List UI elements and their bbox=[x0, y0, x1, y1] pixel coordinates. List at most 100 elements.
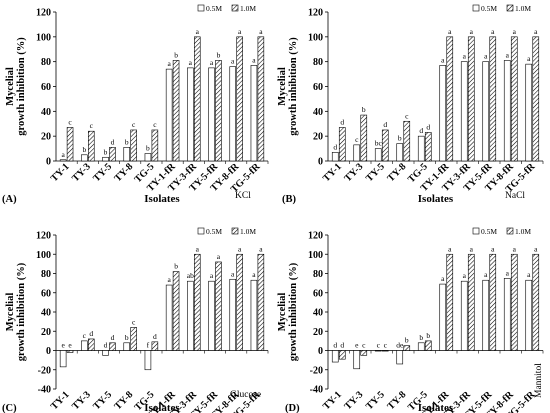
significance-letter: b bbox=[405, 336, 409, 345]
y-tick-label: 0 bbox=[318, 346, 323, 357]
condition-label: Mannitol bbox=[534, 363, 544, 398]
significance-letter: c bbox=[377, 341, 381, 350]
bar-0-5m bbox=[229, 278, 236, 351]
significance-letter: d bbox=[153, 332, 157, 341]
legend-swatch bbox=[197, 4, 205, 12]
significance-letter: de bbox=[396, 341, 404, 350]
significance-letter: a bbox=[217, 252, 221, 261]
bar-1-0m bbox=[172, 60, 180, 162]
significance-letter: c bbox=[405, 111, 409, 120]
bar-0-5m bbox=[59, 159, 67, 162]
significance-letter: a bbox=[441, 55, 445, 64]
legend-label: 0.5M bbox=[481, 227, 497, 236]
bar-1-0m bbox=[424, 132, 432, 162]
significance-letter: c bbox=[132, 120, 136, 129]
y-axis-title-line2: growth inhibition (%) bbox=[288, 262, 299, 361]
bar-0-5m bbox=[81, 340, 88, 351]
bar-1-0m bbox=[257, 253, 265, 351]
significance-letter: a bbox=[189, 58, 193, 67]
x-axis-title: Isolates bbox=[144, 193, 180, 205]
significance-letter: a bbox=[506, 50, 510, 59]
x-tick-label: TY-8 bbox=[386, 389, 409, 412]
y-tick-label: 40 bbox=[313, 107, 323, 118]
legend: 0.5M 1.0M bbox=[197, 227, 256, 236]
y-axis-title-line1: Mycelial bbox=[5, 67, 16, 106]
chart-panels: 020406080100120acTY-1bcTY-3bdTY-5bcTY-8b… bbox=[2, 4, 544, 413]
y-tick-label: 20 bbox=[313, 327, 323, 338]
significance-letter: a bbox=[61, 150, 65, 159]
bar-1-0m bbox=[151, 129, 159, 162]
y-tick-label: 40 bbox=[313, 308, 323, 319]
significance-letter: a bbox=[534, 27, 538, 36]
bar-0-5m bbox=[81, 154, 88, 162]
bar-0-5m bbox=[102, 350, 109, 356]
significance-letter: d bbox=[419, 126, 423, 135]
y-axis-title-line1: Mycelial bbox=[277, 67, 288, 106]
legend-swatch bbox=[506, 227, 514, 235]
x-tick-label: TY-3 bbox=[70, 389, 93, 412]
bar-0-5m bbox=[144, 350, 152, 371]
bar-1-0m bbox=[489, 36, 497, 162]
y-tick-label: 20 bbox=[313, 132, 323, 143]
y-axis-title-line1: Mycelial bbox=[277, 293, 288, 332]
bar-0-5m bbox=[417, 342, 425, 351]
bar-1-0m bbox=[338, 127, 346, 162]
bar-1-0m bbox=[381, 350, 389, 352]
y-tick-label: -40 bbox=[38, 385, 51, 396]
significance-letter: b bbox=[174, 262, 178, 271]
bar-1-0m bbox=[510, 36, 518, 162]
bar-1-0m bbox=[446, 253, 454, 351]
y-axis-title: Mycelialgrowth inhibition (%) bbox=[277, 262, 299, 361]
y-tick-label: 0 bbox=[46, 157, 51, 168]
bar-1-0m bbox=[194, 253, 201, 351]
significance-letter: a bbox=[252, 55, 256, 64]
bar-0-5m bbox=[396, 350, 404, 365]
bar-0-5m bbox=[229, 66, 236, 162]
legend-label: 0.5M bbox=[206, 227, 222, 236]
x-axis-title: Isolates bbox=[418, 193, 454, 205]
bar-0-5m bbox=[503, 278, 511, 351]
chart-panel-a: 020406080100120acTY-1bcTY-3bdTY-5bcTY-8b… bbox=[2, 4, 269, 205]
y-tick-label: 60 bbox=[41, 82, 51, 93]
y-tick-label: 60 bbox=[313, 82, 323, 93]
y-tick-label: 120 bbox=[36, 231, 51, 242]
significance-letter: ab bbox=[187, 271, 194, 280]
bar-0-5m bbox=[353, 144, 361, 162]
bar-0-5m bbox=[165, 284, 173, 351]
legend-label: 1.0M bbox=[240, 227, 256, 236]
x-tick-label: TY-8 bbox=[112, 161, 135, 184]
y-tick-label: 40 bbox=[41, 107, 51, 118]
x-tick-label: TY-5 bbox=[364, 389, 387, 412]
significance-letter: c bbox=[90, 121, 94, 130]
bar-0-5m bbox=[525, 279, 533, 351]
bar-0-5m bbox=[460, 61, 468, 162]
legend-swatch bbox=[231, 4, 239, 12]
y-tick-label: 40 bbox=[41, 308, 51, 319]
significance-letter: a bbox=[448, 27, 452, 36]
y-tick-label: 60 bbox=[313, 288, 323, 299]
x-tick-label: TY-3 bbox=[343, 389, 366, 412]
significance-letter: c bbox=[68, 117, 72, 126]
bar-0-5m bbox=[123, 147, 130, 162]
bar-1-0m bbox=[403, 345, 411, 351]
bar-1-0m bbox=[403, 120, 411, 162]
bar-0-5m bbox=[208, 280, 215, 351]
y-axis-title-line1: Mycelial bbox=[5, 293, 16, 332]
bar-1-0m bbox=[424, 340, 432, 351]
significance-letter: b bbox=[174, 50, 178, 59]
bar-0-5m bbox=[144, 153, 152, 162]
bar-1-0m bbox=[215, 60, 222, 162]
bar-0-5m bbox=[439, 65, 447, 162]
y-tick-label: 120 bbox=[308, 8, 323, 19]
bar-1-0m bbox=[66, 127, 74, 162]
y-axis-title-line2: growth inhibition (%) bbox=[16, 262, 27, 361]
legend-label: 1.0M bbox=[240, 4, 256, 13]
bar-1-0m bbox=[109, 342, 116, 351]
significance-letter: c bbox=[83, 331, 87, 340]
bar-1-0m bbox=[360, 114, 368, 162]
bar-0-5m bbox=[165, 68, 173, 162]
significance-letter: a bbox=[463, 271, 467, 280]
panel-label: (A) bbox=[2, 194, 17, 205]
x-tick-label: TY-1 bbox=[49, 389, 72, 412]
bar-1-0m bbox=[532, 253, 540, 351]
